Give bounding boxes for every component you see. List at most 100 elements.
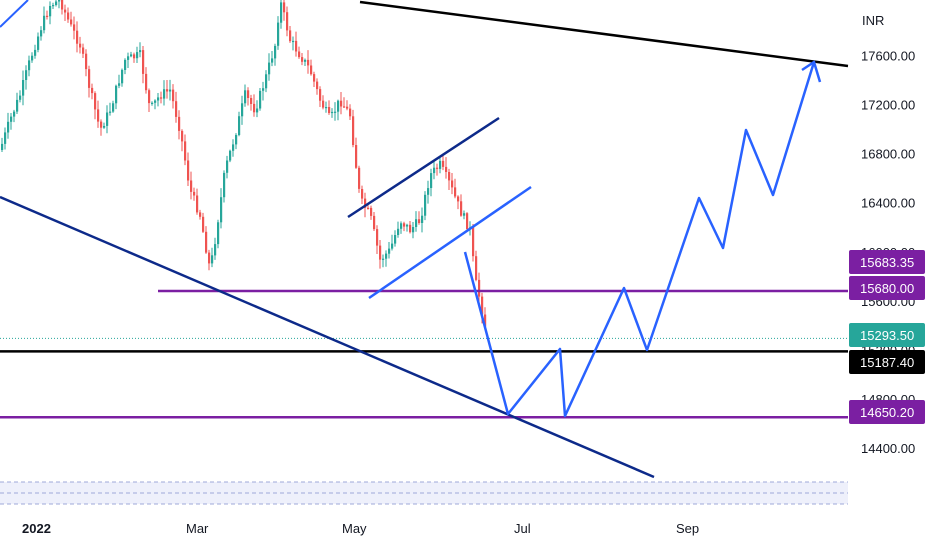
candle-body <box>97 109 100 122</box>
candle-body <box>316 81 319 90</box>
candle-body <box>391 243 394 249</box>
lower-support-trendline[interactable] <box>0 195 655 479</box>
price-badge-label: 15680.00 <box>860 281 914 296</box>
projection-path[interactable] <box>463 61 816 418</box>
candle-body <box>424 194 427 216</box>
candle-body <box>241 103 244 117</box>
candle-body <box>277 22 280 46</box>
candle-body <box>340 100 343 107</box>
candle-body <box>19 95 22 100</box>
candle-body <box>286 12 289 31</box>
price-badge-label: 15683.35 <box>860 255 914 270</box>
x-tick-label: Jul <box>514 521 531 536</box>
candle-body <box>433 167 436 174</box>
candle-body <box>130 54 133 57</box>
candle-body <box>148 90 151 104</box>
candle-body <box>442 160 445 167</box>
candle-body <box>406 224 409 227</box>
candle-body <box>139 50 142 53</box>
price-badge-box <box>849 250 925 274</box>
x-tick-label: Mar <box>186 521 209 536</box>
candle-body <box>457 196 460 202</box>
candle-body <box>403 223 406 227</box>
candle-body <box>397 228 400 235</box>
channel-lower-line[interactable] <box>368 185 532 300</box>
candle-body <box>325 107 328 109</box>
candle-body <box>307 59 310 66</box>
candle-body <box>61 0 64 10</box>
candle-body <box>253 103 256 113</box>
price-badges: 15683.35 15680.00 15293.50 15187.40 14650.20 <box>849 250 925 424</box>
candle-body <box>319 89 322 101</box>
candle-body <box>7 121 10 133</box>
candle-body <box>238 116 241 135</box>
candle-body <box>331 111 334 114</box>
candle-body <box>274 45 277 59</box>
candle-body <box>115 85 118 104</box>
candle-body <box>136 52 139 59</box>
candle-body <box>118 83 121 86</box>
candle-body <box>400 223 403 229</box>
candle-body <box>217 222 220 245</box>
candle-body <box>466 213 469 229</box>
candle-body <box>4 132 7 144</box>
candle-body <box>172 89 175 102</box>
candle-body <box>484 314 487 327</box>
y-tick-label: 14400.00 <box>861 441 915 456</box>
candle-body <box>55 1 58 5</box>
price-badge-box <box>849 400 925 424</box>
top-left-trendline[interactable] <box>0 0 29 28</box>
candle-body <box>67 12 70 20</box>
candle-body <box>46 15 49 17</box>
candle-body <box>421 215 424 223</box>
candle-body <box>478 279 481 297</box>
x-tick-labels: 2022 Mar May Jul Sep <box>22 521 699 536</box>
candle-body <box>388 248 391 254</box>
candle-body <box>94 93 97 110</box>
upper-resistance-trendline[interactable] <box>359 0 849 68</box>
candle-body <box>16 99 19 112</box>
candle-body <box>328 107 331 113</box>
candle-body <box>193 191 196 196</box>
candle-body <box>355 145 358 168</box>
candle-body <box>265 74 268 89</box>
candle-body <box>475 256 478 280</box>
candle-body <box>460 201 463 216</box>
candle-body <box>385 253 388 259</box>
candle-body <box>1 143 4 150</box>
candle-body <box>121 69 124 84</box>
candle-body <box>247 90 250 98</box>
candle-body <box>322 100 325 108</box>
candle-body <box>160 97 163 99</box>
x-tick-label: May <box>342 521 367 536</box>
x-tick-label: Sep <box>676 521 699 536</box>
candle-body <box>256 108 259 113</box>
candle-body <box>298 51 301 58</box>
price-badge-label: 15187.40 <box>860 355 914 370</box>
candle-body <box>124 59 127 70</box>
candle-body <box>214 244 217 256</box>
candle-body <box>232 144 235 151</box>
candle-body <box>337 100 340 112</box>
candle-body <box>481 296 484 315</box>
candle-body <box>382 258 385 260</box>
candle-body <box>223 172 226 198</box>
candle-body <box>103 126 106 128</box>
candle-body <box>76 30 79 44</box>
candle-body <box>178 116 181 131</box>
channel-upper-line[interactable] <box>347 116 500 219</box>
candle-body <box>418 219 421 223</box>
price-badge-label: 15293.50 <box>860 328 914 343</box>
candle-body <box>364 198 367 208</box>
price-axis[interactable]: INR 17600.0017200.0016800.0016400.001600… <box>849 13 925 456</box>
candle-body <box>73 24 76 31</box>
candle-body <box>244 90 247 104</box>
candle-body <box>220 197 223 223</box>
candle-body <box>367 207 370 209</box>
candle-body <box>472 227 475 257</box>
time-axis[interactable]: 2022 Mar May Jul Sep <box>22 521 699 536</box>
candle-body <box>187 160 190 181</box>
candle-body <box>313 74 316 82</box>
